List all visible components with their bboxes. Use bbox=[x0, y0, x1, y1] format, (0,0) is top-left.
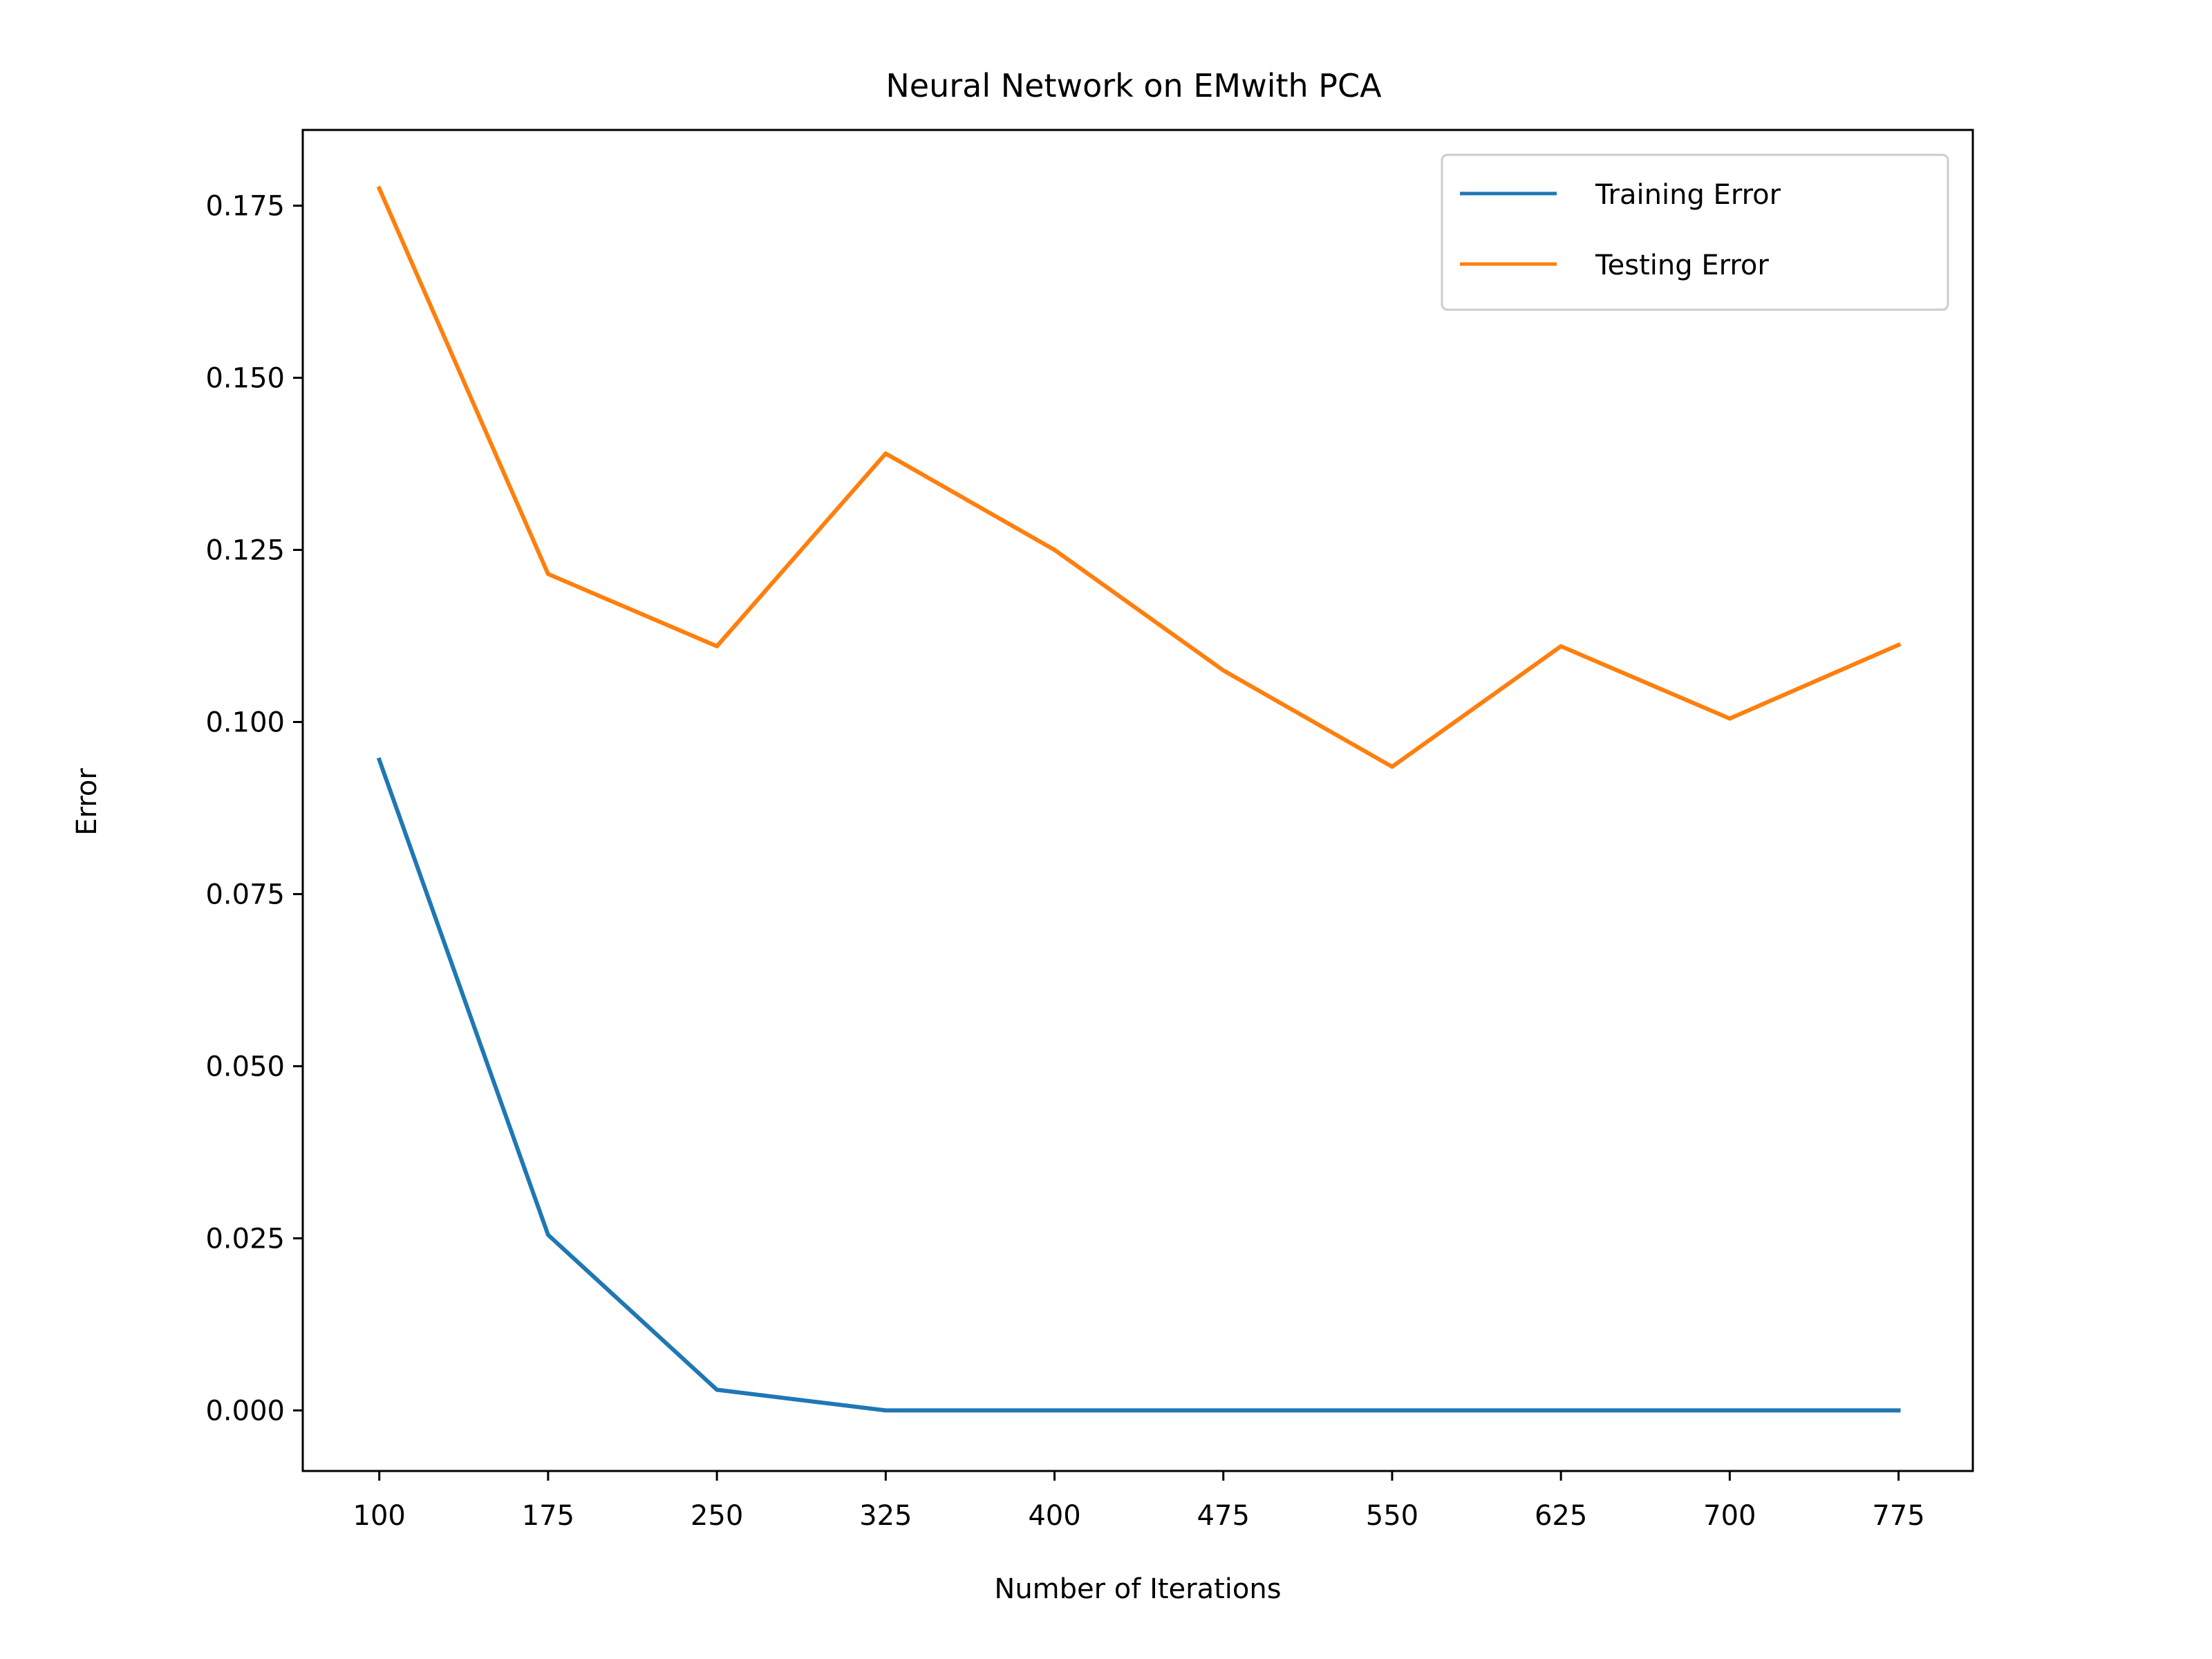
x-tick-label: 475 bbox=[1197, 1500, 1250, 1532]
y-axis: 0.000 0.025 0.050 0.075 0.100 0.125 0.150 0.175 bbox=[205, 191, 303, 1427]
y-axis-label: Error bbox=[71, 768, 103, 836]
x-tick-label: 325 bbox=[859, 1500, 912, 1532]
chart-title: Neural Network on EMwith PCA bbox=[885, 67, 1382, 104]
y-tick-label: 0.150 bbox=[205, 363, 285, 395]
x-tick-label: 250 bbox=[691, 1500, 743, 1532]
plot-area bbox=[301, 129, 1974, 1472]
x-tick-label: 625 bbox=[1535, 1500, 1587, 1532]
x-tick-label: 550 bbox=[1366, 1500, 1418, 1532]
series-line-training-error bbox=[376, 757, 1901, 1413]
x-tick-label: 100 bbox=[353, 1500, 406, 1532]
x-tick-label: 775 bbox=[1872, 1500, 1924, 1532]
series-line-testing-error bbox=[376, 185, 1902, 769]
legend: Training Error Testing Error bbox=[1441, 153, 1949, 311]
x-axis: 100 175 250 325 400 475 550 625 700 775 bbox=[353, 1471, 1925, 1532]
y-tick-label: 0.100 bbox=[205, 706, 285, 738]
y-tick-label: 0.050 bbox=[205, 1051, 285, 1082]
y-tick-label: 0.175 bbox=[205, 191, 285, 223]
x-axis-label: Number of Iterations bbox=[994, 1573, 1281, 1605]
x-tick-label: 175 bbox=[522, 1500, 574, 1532]
y-tick-label: 0.125 bbox=[205, 534, 285, 566]
y-tick-label: 0.025 bbox=[205, 1223, 285, 1255]
x-tick-label: 700 bbox=[1703, 1500, 1756, 1532]
x-tick-label: 400 bbox=[1028, 1500, 1080, 1532]
series-lines bbox=[376, 185, 1902, 1413]
legend-frame bbox=[1441, 153, 1949, 311]
legend-label-testing-error: Testing Error bbox=[1595, 250, 1769, 281]
y-tick-label: 0.000 bbox=[205, 1395, 285, 1427]
legend-label-training-error: Training Error bbox=[1595, 179, 1781, 211]
y-tick-label: 0.075 bbox=[205, 879, 285, 910]
